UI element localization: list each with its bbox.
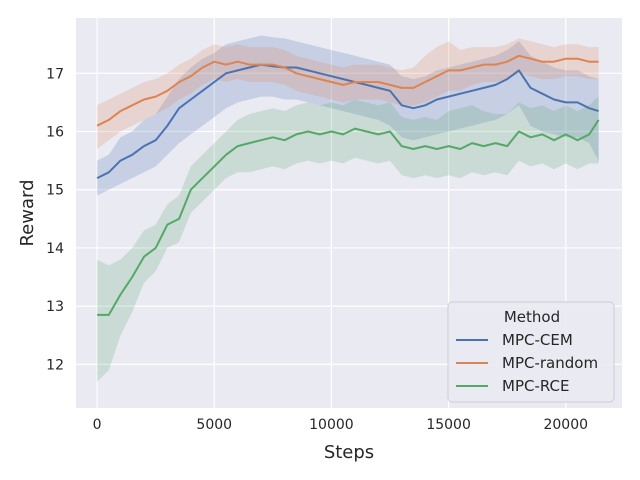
series-lines	[96, 54, 600, 316]
legend-label-2: MPC-RCE	[502, 377, 570, 395]
series-line-0	[96, 63, 599, 179]
legend-label-0: MPC-CEM	[502, 331, 573, 349]
x-tick-label: 5000	[196, 417, 232, 433]
series-band-2	[97, 96, 599, 382]
y-tick-label: 16	[46, 125, 64, 141]
y-tick-label: 13	[46, 299, 64, 315]
y-tick-label: 14	[46, 241, 64, 257]
legend-label-1: MPC-random	[502, 354, 598, 372]
x-tick-label: 20000	[543, 417, 588, 433]
y-axis-label: Reward	[17, 179, 38, 246]
legend: Method MPC-CEM MPC-random MPC-RCE	[447, 301, 615, 403]
x-tick-label: 10000	[309, 417, 354, 433]
y-tick-label: 12	[46, 357, 64, 373]
x-tick-labels: 0 5000 10000 15000 20000	[93, 417, 588, 433]
y-tick-label: 17	[46, 66, 64, 82]
legend-items: MPC-CEM MPC-random MPC-RCE	[456, 331, 598, 395]
legend-title: Method	[504, 308, 560, 326]
x-tick-label: 15000	[426, 417, 471, 433]
x-axis-label: Steps	[324, 442, 374, 463]
y-tick-labels: 12 13 14 15 16 17	[46, 66, 64, 373]
series-band-1	[97, 38, 599, 149]
y-tick-label: 15	[46, 183, 64, 199]
legend-box	[447, 301, 615, 403]
series-line-1	[96, 54, 599, 127]
series-line-2	[97, 119, 600, 316]
x-tick-label: 0	[93, 417, 102, 433]
